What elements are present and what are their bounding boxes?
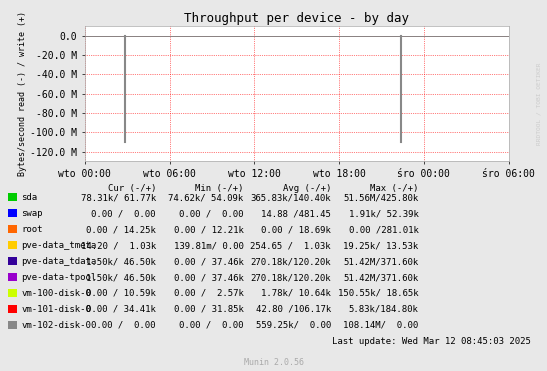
Text: pve-data_tdata: pve-data_tdata xyxy=(21,257,97,266)
Text: 559.25k/  0.00: 559.25k/ 0.00 xyxy=(255,321,331,330)
Text: vm-100-disk-0: vm-100-disk-0 xyxy=(21,289,91,298)
Text: 19.25k/ 13.53k: 19.25k/ 13.53k xyxy=(343,241,418,250)
Text: vm-101-disk-0: vm-101-disk-0 xyxy=(21,305,91,314)
Text: 0.00 /  2.57k: 0.00 / 2.57k xyxy=(173,289,243,298)
Text: 74.62k/ 54.09k: 74.62k/ 54.09k xyxy=(168,193,243,202)
Text: swap: swap xyxy=(21,209,43,218)
Text: Last update: Wed Mar 12 08:45:03 2025: Last update: Wed Mar 12 08:45:03 2025 xyxy=(331,337,531,346)
Text: 1.78k/ 10.64k: 1.78k/ 10.64k xyxy=(261,289,331,298)
Text: 0.00 /  0.00: 0.00 / 0.00 xyxy=(179,209,243,218)
Text: Munin 2.0.56: Munin 2.0.56 xyxy=(243,358,304,367)
Text: 0.00 / 10.59k: 0.00 / 10.59k xyxy=(86,289,156,298)
Text: 1.91k/ 52.39k: 1.91k/ 52.39k xyxy=(348,209,418,218)
Text: 0.00 / 34.41k: 0.00 / 34.41k xyxy=(86,305,156,314)
Text: 51.56M/425.80k: 51.56M/425.80k xyxy=(343,193,418,202)
Text: 0.00 / 12.21k: 0.00 / 12.21k xyxy=(173,225,243,234)
Text: 14.20 /  1.03k: 14.20 / 1.03k xyxy=(80,241,156,250)
Text: 254.65 /  1.03k: 254.65 / 1.03k xyxy=(251,241,331,250)
Text: 365.83k/140.40k: 365.83k/140.40k xyxy=(251,193,331,202)
Text: 0.00 /281.01k: 0.00 /281.01k xyxy=(348,225,418,234)
Text: pve-data_tmeta: pve-data_tmeta xyxy=(21,241,97,250)
Text: sda: sda xyxy=(21,193,37,202)
Text: 51.42M/371.60k: 51.42M/371.60k xyxy=(343,257,418,266)
Text: 78.31k/ 61.77k: 78.31k/ 61.77k xyxy=(80,193,156,202)
Text: pve-data-tpool: pve-data-tpool xyxy=(21,273,97,282)
Text: 270.18k/120.20k: 270.18k/120.20k xyxy=(251,257,331,266)
Text: 150.55k/ 18.65k: 150.55k/ 18.65k xyxy=(338,289,418,298)
Text: 0.00 / 37.46k: 0.00 / 37.46k xyxy=(173,257,243,266)
Text: 42.80 /106.17k: 42.80 /106.17k xyxy=(255,305,331,314)
Text: 5.83k/184.80k: 5.83k/184.80k xyxy=(348,305,418,314)
Text: 1.50k/ 46.50k: 1.50k/ 46.50k xyxy=(86,257,156,266)
Text: 1.50k/ 46.50k: 1.50k/ 46.50k xyxy=(86,273,156,282)
Text: 51.42M/371.60k: 51.42M/371.60k xyxy=(343,273,418,282)
Title: Throughput per device - by day: Throughput per device - by day xyxy=(184,12,409,25)
Text: 0.00 /  0.00: 0.00 / 0.00 xyxy=(179,321,243,330)
Text: 0.00 / 37.46k: 0.00 / 37.46k xyxy=(173,273,243,282)
Text: 0.00 / 14.25k: 0.00 / 14.25k xyxy=(86,225,156,234)
Text: Avg (-/+): Avg (-/+) xyxy=(283,184,331,193)
Text: vm-102-disk-0: vm-102-disk-0 xyxy=(21,321,91,330)
Text: 0.00 /  0.00: 0.00 / 0.00 xyxy=(91,321,156,330)
Text: Min (-/+): Min (-/+) xyxy=(195,184,243,193)
Text: 139.81m/ 0.00: 139.81m/ 0.00 xyxy=(173,241,243,250)
Text: Cur (-/+): Cur (-/+) xyxy=(108,184,156,193)
Text: Max (-/+): Max (-/+) xyxy=(370,184,418,193)
Text: 0.00 / 18.69k: 0.00 / 18.69k xyxy=(261,225,331,234)
Text: 0.00 / 31.85k: 0.00 / 31.85k xyxy=(173,305,243,314)
Text: 14.88 /481.45: 14.88 /481.45 xyxy=(261,209,331,218)
Text: RRDTOOL / TOBI OETIKER: RRDTOOL / TOBI OETIKER xyxy=(536,63,542,145)
Y-axis label: Bytes/second read (-) / write (+): Bytes/second read (-) / write (+) xyxy=(19,11,27,176)
Text: 0.00 /  0.00: 0.00 / 0.00 xyxy=(91,209,156,218)
Text: root: root xyxy=(21,225,43,234)
Text: 108.14M/  0.00: 108.14M/ 0.00 xyxy=(343,321,418,330)
Text: 270.18k/120.20k: 270.18k/120.20k xyxy=(251,273,331,282)
